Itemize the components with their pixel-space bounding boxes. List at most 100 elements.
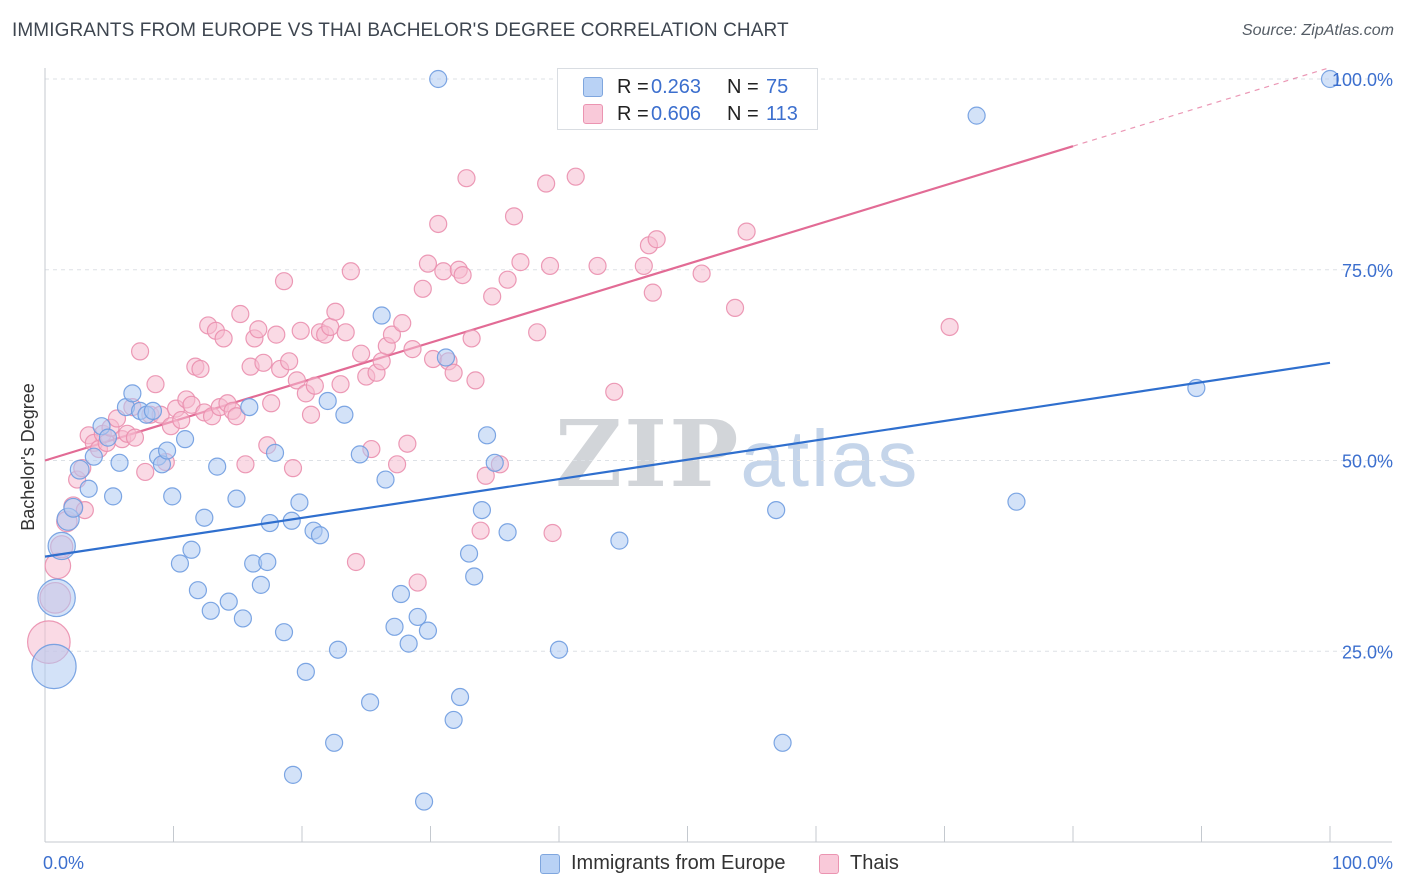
legend-r-value: 0.263: [651, 76, 702, 98]
legend-label-europe: Immigrants from Europe: [571, 852, 786, 874]
europe-point: [335, 405, 354, 424]
thais-point: [692, 264, 711, 283]
legend-swatch-europe: [540, 854, 560, 874]
thais-point: [227, 407, 246, 426]
thais-point: [408, 573, 427, 592]
europe-point: [549, 640, 569, 659]
europe-point: [188, 581, 208, 600]
europe-point: [350, 445, 369, 464]
europe-point: [201, 601, 220, 620]
thais-point: [346, 552, 366, 572]
europe-point: [110, 453, 129, 472]
europe-point: [450, 687, 470, 707]
thais-point: [372, 352, 391, 371]
legend-row-europe: R = 0.263 N = 75: [558, 74, 817, 100]
europe-point: [325, 733, 344, 752]
europe-point: [385, 617, 404, 636]
thais-point: [172, 410, 191, 430]
thais-point: [214, 329, 233, 348]
europe-point: [465, 567, 484, 586]
thais-point: [457, 169, 476, 188]
axes: [44, 68, 1392, 843]
europe-point: [182, 540, 201, 559]
europe-point: [610, 531, 629, 550]
europe-point: [79, 479, 98, 498]
thais-point: [326, 302, 345, 321]
thais-point: [511, 253, 530, 272]
thais-point: [605, 382, 624, 401]
correlation-legend: R = 0.263 N = 75 R = 0.606 N = 113: [557, 68, 818, 130]
source-credit: Source: ZipAtlas.com: [1241, 22, 1394, 39]
y-axis-label: Bachelor's Degree: [18, 383, 38, 531]
thais-point: [453, 265, 472, 285]
thais-point: [262, 394, 281, 413]
europe-point: [418, 621, 438, 640]
thais-point: [466, 371, 485, 390]
europe-point: [274, 623, 294, 642]
europe-point: [69, 459, 90, 480]
europe-point: [208, 457, 227, 476]
europe-point: [773, 733, 792, 752]
europe-point: [283, 765, 303, 784]
thais-point: [321, 317, 340, 337]
thais-point: [191, 359, 210, 379]
europe-point: [767, 500, 786, 520]
thais-point: [429, 214, 448, 234]
europe-point: [477, 426, 497, 445]
europe-point: [123, 384, 142, 403]
europe-point: [175, 430, 195, 449]
thais-point: [418, 254, 438, 273]
europe-point: [251, 575, 270, 594]
europe-point: [391, 584, 411, 604]
europe-trend-line: [44, 361, 1331, 558]
europe-point: [227, 489, 246, 508]
thais-points: [27, 167, 959, 664]
thais-point: [136, 462, 155, 482]
thais-point: [737, 222, 756, 241]
thais-point: [588, 256, 607, 276]
europe-point: [240, 397, 259, 417]
europe-point: [414, 792, 434, 811]
legend-n-label: N =: [727, 76, 759, 98]
thais-point: [504, 207, 524, 226]
thais-point: [236, 455, 255, 474]
thais-point: [483, 287, 502, 306]
europe-point: [258, 552, 277, 572]
thais-point: [566, 167, 585, 186]
europe-point: [318, 391, 337, 411]
thais-point: [393, 314, 412, 333]
thais-point: [336, 323, 355, 342]
europe-point: [310, 526, 330, 545]
legend-r-label: R =: [617, 103, 649, 125]
thais-point: [249, 320, 268, 339]
europe-point: [290, 493, 309, 512]
europe-points: [31, 69, 1340, 811]
europe-point: [459, 544, 479, 563]
thais-point: [643, 283, 662, 302]
series-legend: Immigrants from Europe Thais: [0, 852, 1406, 878]
europe-point: [233, 609, 252, 628]
europe-point: [1320, 69, 1340, 89]
thais-point: [231, 304, 250, 324]
watermark-zip: ZIP: [555, 400, 741, 508]
europe-point: [170, 554, 190, 573]
thais-point: [274, 272, 294, 291]
tick-labels: 25.0% 50.0% 75.0% 100.0% 0.0% 100.0%: [43, 70, 1393, 873]
europe-point: [219, 592, 238, 611]
europe-point: [485, 453, 504, 472]
europe-trend-layer: [44, 361, 1331, 558]
europe-point: [195, 508, 214, 527]
thais-point: [287, 371, 306, 390]
legend-n-label: N =: [727, 103, 759, 125]
x-tick-label-max: 100.0%: [1332, 853, 1393, 873]
thais-point: [254, 353, 273, 372]
europe-point: [328, 640, 348, 659]
thais-point: [725, 298, 745, 317]
thais-point: [528, 323, 547, 342]
legend-r-value: 0.606: [651, 103, 702, 125]
europe-point: [376, 470, 395, 489]
thais-point: [647, 230, 666, 249]
europe-point: [84, 447, 103, 466]
thais-point: [634, 256, 653, 276]
